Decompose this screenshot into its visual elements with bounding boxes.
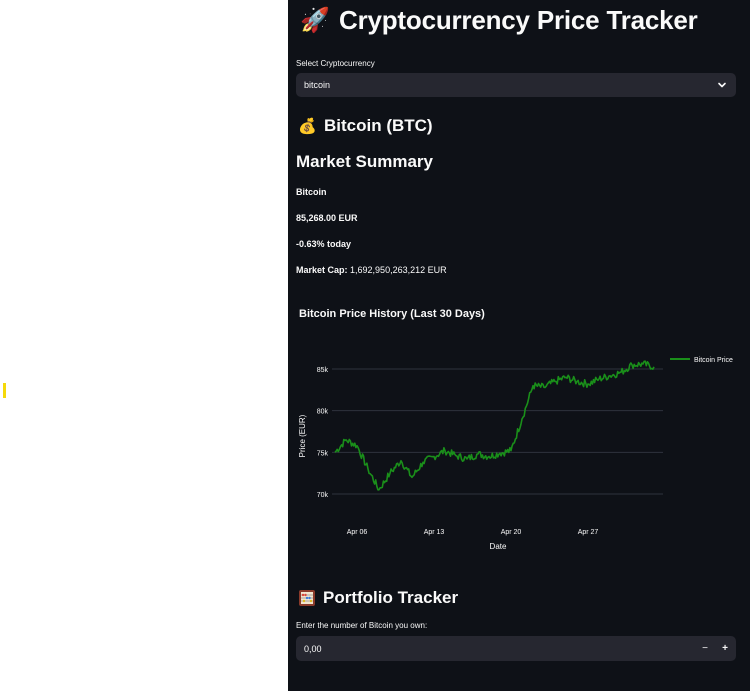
y-axis-ticks: 70k 75k 80k 85k	[317, 367, 329, 499]
holdings-input[interactable]: 0,00 − +	[296, 636, 736, 661]
holdings-value[interactable]: 0,00	[304, 643, 322, 654]
x-tick-label: Apr 20	[501, 529, 522, 536]
x-tick-label: Apr 06	[347, 529, 368, 536]
market-cap: Market Cap: 1,692,950,263,212 EUR	[296, 265, 447, 275]
decrement-button[interactable]: −	[702, 643, 708, 654]
select-label: Select Cryptocurrency	[296, 59, 375, 68]
x-axis-label: Date	[490, 542, 507, 551]
x-axis-ticks: Apr 06 Apr 13 Apr 20 Apr 27	[347, 529, 599, 536]
coin-price: 85,268.00 EUR	[296, 213, 358, 223]
coin-title: Bitcoin (BTC)	[324, 116, 433, 135]
scroll-indicator	[3, 383, 6, 398]
select-value: bitcoin	[304, 80, 331, 90]
x-tick-label: Apr 13	[424, 529, 445, 536]
price-change: -0.63% today	[296, 239, 352, 249]
market-cap-value: 1,692,950,263,212 EUR	[350, 265, 447, 275]
y-axis-label: Price (EUR)	[298, 414, 307, 457]
y-tick-label: 80k	[317, 409, 329, 416]
holdings-label: Enter the number of Bitcoin you own:	[296, 621, 428, 630]
coin-name: Bitcoin	[296, 187, 327, 197]
x-tick-label: Apr 27	[578, 529, 599, 536]
price-chart: 70k 75k 80k 85k Apr 06 Apr 13 Apr 20 Apr 27 Da…	[298, 357, 733, 551]
market-cap-label: Market Cap:	[296, 265, 348, 275]
market-summary-heading: Market Summary	[296, 152, 434, 171]
portfolio-header: Portfolio Tracker	[298, 586, 458, 610]
series-line-bitcoin-price	[334, 360, 655, 491]
coin-header: 💰 Bitcoin (BTC)	[298, 114, 433, 138]
page-header: 🚀 Cryptocurrency Price Tracker	[299, 2, 698, 38]
money-bag-icon: 💰	[298, 118, 317, 135]
legend-label: Bitcoin Price	[694, 357, 733, 364]
y-tick-label: 75k	[317, 450, 329, 457]
chevron-down-icon[interactable]	[717, 80, 727, 90]
y-tick-label: 70k	[317, 492, 329, 499]
rocket-icon: 🚀	[300, 6, 330, 34]
increment-button[interactable]: +	[722, 643, 728, 654]
chart-title: Bitcoin Price History (Last 30 Days)	[299, 308, 485, 320]
sidebar-area	[0, 0, 288, 691]
page-title: Cryptocurrency Price Tracker	[339, 4, 698, 35]
abacus-icon	[299, 590, 315, 606]
y-tick-label: 85k	[317, 367, 329, 374]
main-content: 🚀 Cryptocurrency Price Tracker Select Cr…	[288, 0, 750, 691]
portfolio-title: Portfolio Tracker	[323, 588, 459, 607]
chart-legend: Bitcoin Price	[670, 357, 733, 364]
crypto-select[interactable]: bitcoin	[296, 73, 736, 97]
chart-grid	[332, 368, 663, 495]
